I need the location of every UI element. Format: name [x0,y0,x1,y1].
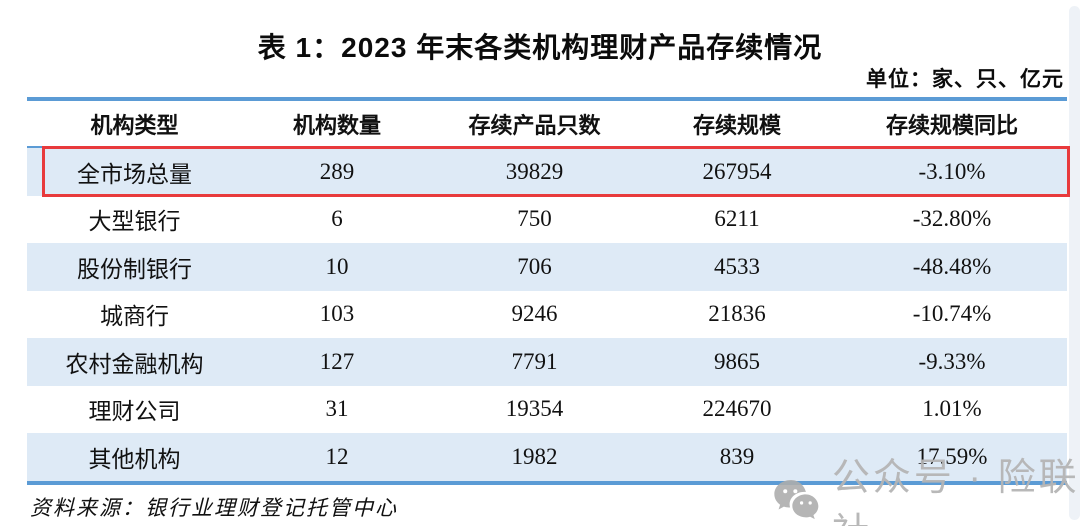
table-cell: 理财公司 [88,399,181,425]
table-cell: 267954 [702,158,772,184]
table-cell: 103 [319,301,355,327]
column-header-scale: 存续规模 [692,112,781,138]
table-cell: 17.59% [916,443,988,469]
table-cell: 6 [331,206,343,232]
table-header-row: 机构类型 机构数量 存续产品只数 存续规模 存续规模同比 [27,101,1067,148]
table-cell: 31 [325,396,349,422]
table-cell: 750 [517,206,552,232]
wechat-icon [774,479,819,520]
table-cell: -3.10% [918,158,986,184]
table-row: 全市场总量 289 39829 267954 -3.10% [27,148,1067,196]
table-cell: -9.33% [918,348,986,374]
column-header-scale-yoy: 存续规模同比 [885,112,1018,138]
column-header-institution-count: 机构数量 [292,112,381,138]
table-cell: 224670 [702,396,772,422]
table-cell: -48.48% [912,253,992,279]
table-cell: 21836 [708,301,766,327]
table-cell: 127 [319,348,355,374]
holdings-table: 机构类型 机构数量 存续产品只数 存续规模 存续规模同比 全市场总量 289 3… [27,97,1067,485]
table-cell: -10.74% [912,301,992,327]
table-row: 股份制银行 10 706 4533 -48.48% [27,243,1067,291]
table-row: 大型银行 6 750 6211 -32.80% [27,196,1067,244]
table-cell: 19354 [505,396,564,422]
table-row: 其他机构 12 1982 839 17.59% [27,433,1067,481]
source-note: 资料来源：银行业理财登记托管中心 [30,496,398,520]
table-row: 农村金融机构 127 7791 9865 -9.33% [27,338,1067,386]
table-cell: 股份制银行 [77,256,192,282]
table-cell: 1.01% [922,396,982,422]
unit-note: 单位：家、只、亿元 [866,68,1064,91]
table-cell: 706 [517,253,552,279]
table-body: 全市场总量 289 39829 267954 -3.10% 大型银行 6 750… [27,148,1067,481]
table-cell: 39829 [505,158,564,184]
page-title: 表 1：2023 年末各类机构理财产品存续情况 [257,32,823,63]
table-cell: -32.80% [912,206,992,232]
table-cell: 7791 [511,348,558,374]
table-cell: 12 [325,443,349,469]
table-cell: 839 [719,443,755,469]
table-cell: 全市场总量 [77,161,192,187]
scrollbar-track[interactable] [1069,6,1080,520]
table-cell: 9246 [511,301,558,327]
table-cell: 9865 [714,348,760,374]
table-cell: 大型银行 [88,209,181,235]
column-header-product-count: 存续产品只数 [468,112,601,138]
table-row: 理财公司 31 19354 224670 1.01% [27,386,1067,434]
table-cell: 农村金融机构 [65,351,204,377]
table-row: 城商行 103 9246 21836 -10.74% [27,291,1067,339]
table-cell: 1982 [511,443,558,469]
column-header-institution-type: 机构类型 [90,112,179,138]
table-cell: 4533 [714,253,760,279]
table-cell: 6211 [714,206,760,232]
watermark-text: 公众号 · 险联社 [831,457,1080,526]
table-cell: 289 [319,158,355,184]
table-cell: 10 [325,253,349,279]
watermark: 公众号 · 险联社 [772,446,1080,526]
table-cell: 其他机构 [88,446,181,472]
table-cell: 城商行 [100,304,169,330]
